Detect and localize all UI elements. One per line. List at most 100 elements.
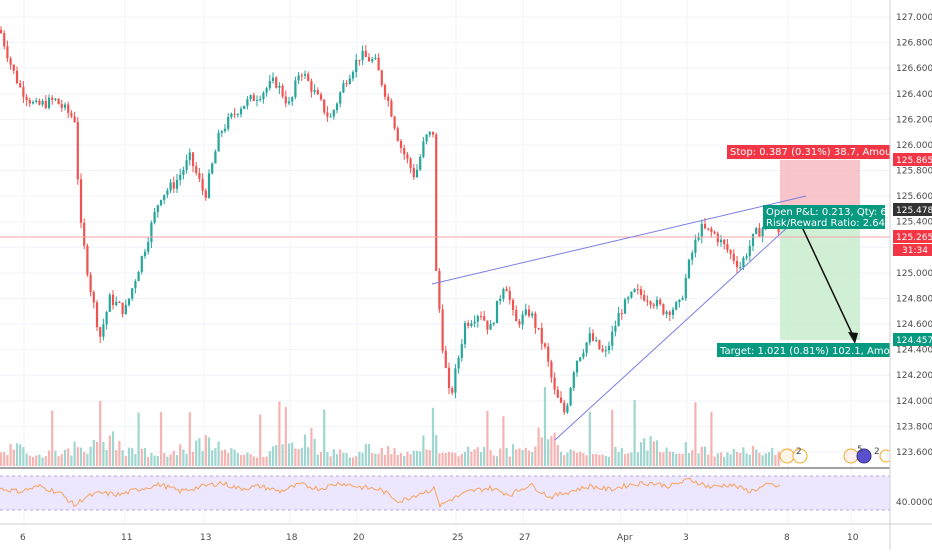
volume-bar [47,450,51,466]
time-tick-label: 25 [452,533,463,543]
candle-body [31,102,35,104]
candle-body [22,86,25,97]
volume-bar [134,454,137,466]
candle-body [259,99,262,101]
volume-bar [105,450,108,466]
volume-bar [303,434,307,466]
candle-body [486,320,489,330]
volume-bar [444,452,447,466]
candle-body [543,343,547,347]
candle-body [595,340,598,342]
candle-body [678,299,681,303]
candle-body [313,90,316,92]
wedge-upper-line[interactable] [431,195,807,285]
candle-body [710,228,713,233]
candle-body [713,232,716,234]
volume-bar [463,451,467,466]
volume-bar [140,448,143,466]
candle-body [575,360,579,373]
candle-body [227,116,230,129]
candle-body [361,50,364,61]
price-tick-label: 124.800 [896,294,932,304]
volume-bar [575,452,579,466]
candle-body [495,300,499,324]
volume-bar [70,455,73,466]
candle-body [735,260,739,268]
volume-bar [169,454,172,466]
rsi-line [0,477,781,508]
volume-bar [15,443,19,466]
rsi-band [0,476,890,510]
candle-body [569,387,572,406]
candle-body [278,85,281,88]
candle-body [447,367,451,389]
time-axis[interactable]: 6 11 13 18 20 25 27 Apr 3 8 10 [20,533,859,543]
volume-bar [307,447,310,466]
volume-bar [726,452,729,466]
volume-bar [639,442,643,466]
volume-bar [406,451,409,466]
volume-bar [275,445,278,466]
candle-body [102,324,105,337]
candle-body [691,252,694,260]
volume-bar [659,451,662,466]
candle-body [307,73,310,81]
candle-body [390,100,393,117]
volume-bar [143,447,147,466]
volume-bar [649,436,652,466]
candle-body [681,298,684,300]
candle-body [159,200,163,206]
candle-body [380,70,383,86]
price-tick-label: 124.600 [896,320,932,330]
volume-bar [198,438,201,466]
candle-body [707,228,710,230]
volume-bar [655,440,659,466]
volume-bar [44,456,47,466]
volume-bar [553,432,556,466]
candle-body [150,222,153,243]
volume-bar [86,453,89,466]
candle-body [60,104,63,108]
volume-bar [409,454,412,466]
candle-body [614,326,617,332]
candle-body [6,46,9,59]
wedge-lower-line[interactable] [554,224,791,441]
svg-text:125.865: 125.865 [896,156,932,166]
volume-bar [12,449,15,466]
volume-bar [188,412,191,466]
volume-bar [742,447,745,466]
price-tick-label: 125.400 [896,218,932,228]
time-tick-label: 27 [519,533,530,543]
candle-body [454,368,457,393]
price-tick-label: 124.400 [896,346,932,356]
candle-body [179,174,182,180]
volume-bar [518,448,521,466]
volume-bar [390,454,393,466]
candle-body [419,157,422,170]
candle-body [403,148,406,155]
candle-body [35,100,38,103]
candle-body [348,78,351,84]
candle-body [201,178,204,191]
volume-bar [483,446,486,466]
candle-body [703,223,707,229]
volume-bar [591,454,595,466]
volume-bar [607,456,611,466]
candle-body [204,190,207,198]
candle-body [220,131,223,133]
candle-body [92,292,95,303]
projection-arrow[interactable] [794,211,856,341]
volume-bar [364,444,367,466]
candle-body [726,244,729,251]
candle-body [70,112,73,117]
candle-body [684,277,687,299]
candle-body [579,357,582,361]
svg-text:5: 5 [857,445,863,455]
event-markers[interactable]: 2 5 2 [779,445,893,464]
volume-bar [287,443,291,466]
candle-body [329,116,332,118]
open-pl-label: Open P&L: 0.213, Qty: 645 [766,207,899,218]
candle-body [323,99,326,113]
